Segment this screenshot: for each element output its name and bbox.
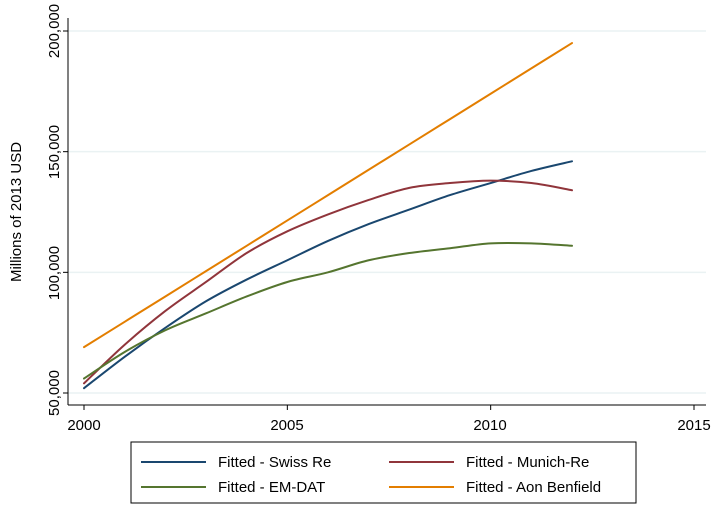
series-line-swiss-re (83, 160, 573, 390)
y-tick-label: 50,000 (46, 370, 63, 416)
x-tick-label: 2015 (677, 417, 710, 434)
x-tick-labels: 2000 2005 2010 2015 (67, 417, 710, 434)
legend-label-aon-benfield: Fitted - Aon Benfield (466, 479, 601, 496)
series-line-munich-re (83, 179, 573, 385)
y-tick-labels: 50,000 100,000 150,000 200,000 (46, 4, 63, 416)
series-line-aon-benfield (83, 42, 573, 349)
legend-label-swiss-re: Fitted - Swiss Re (218, 454, 331, 471)
x-tick-label: 2000 (67, 417, 100, 434)
y-tick-label: 150,000 (46, 125, 63, 179)
y-axis-title: Millions of 2013 USD (8, 142, 25, 282)
x-tick-label: 2005 (270, 417, 303, 434)
legend-label-munich-re: Fitted - Munich-Re (466, 454, 589, 471)
legend-box (130, 441, 637, 504)
series-lines (83, 42, 573, 390)
y-tick-label: 100,000 (46, 246, 63, 300)
gridlines (68, 30, 706, 394)
y-tick-label: 200,000 (46, 4, 63, 58)
legend: Fitted - Swiss Re Fitted - Munich-Re Fit… (130, 441, 637, 504)
x-tick-label: 2010 (473, 417, 506, 434)
legend-label-em-dat: Fitted - EM-DAT (218, 479, 325, 496)
series-line-em-dat (83, 241, 573, 380)
axes (63, 18, 706, 410)
